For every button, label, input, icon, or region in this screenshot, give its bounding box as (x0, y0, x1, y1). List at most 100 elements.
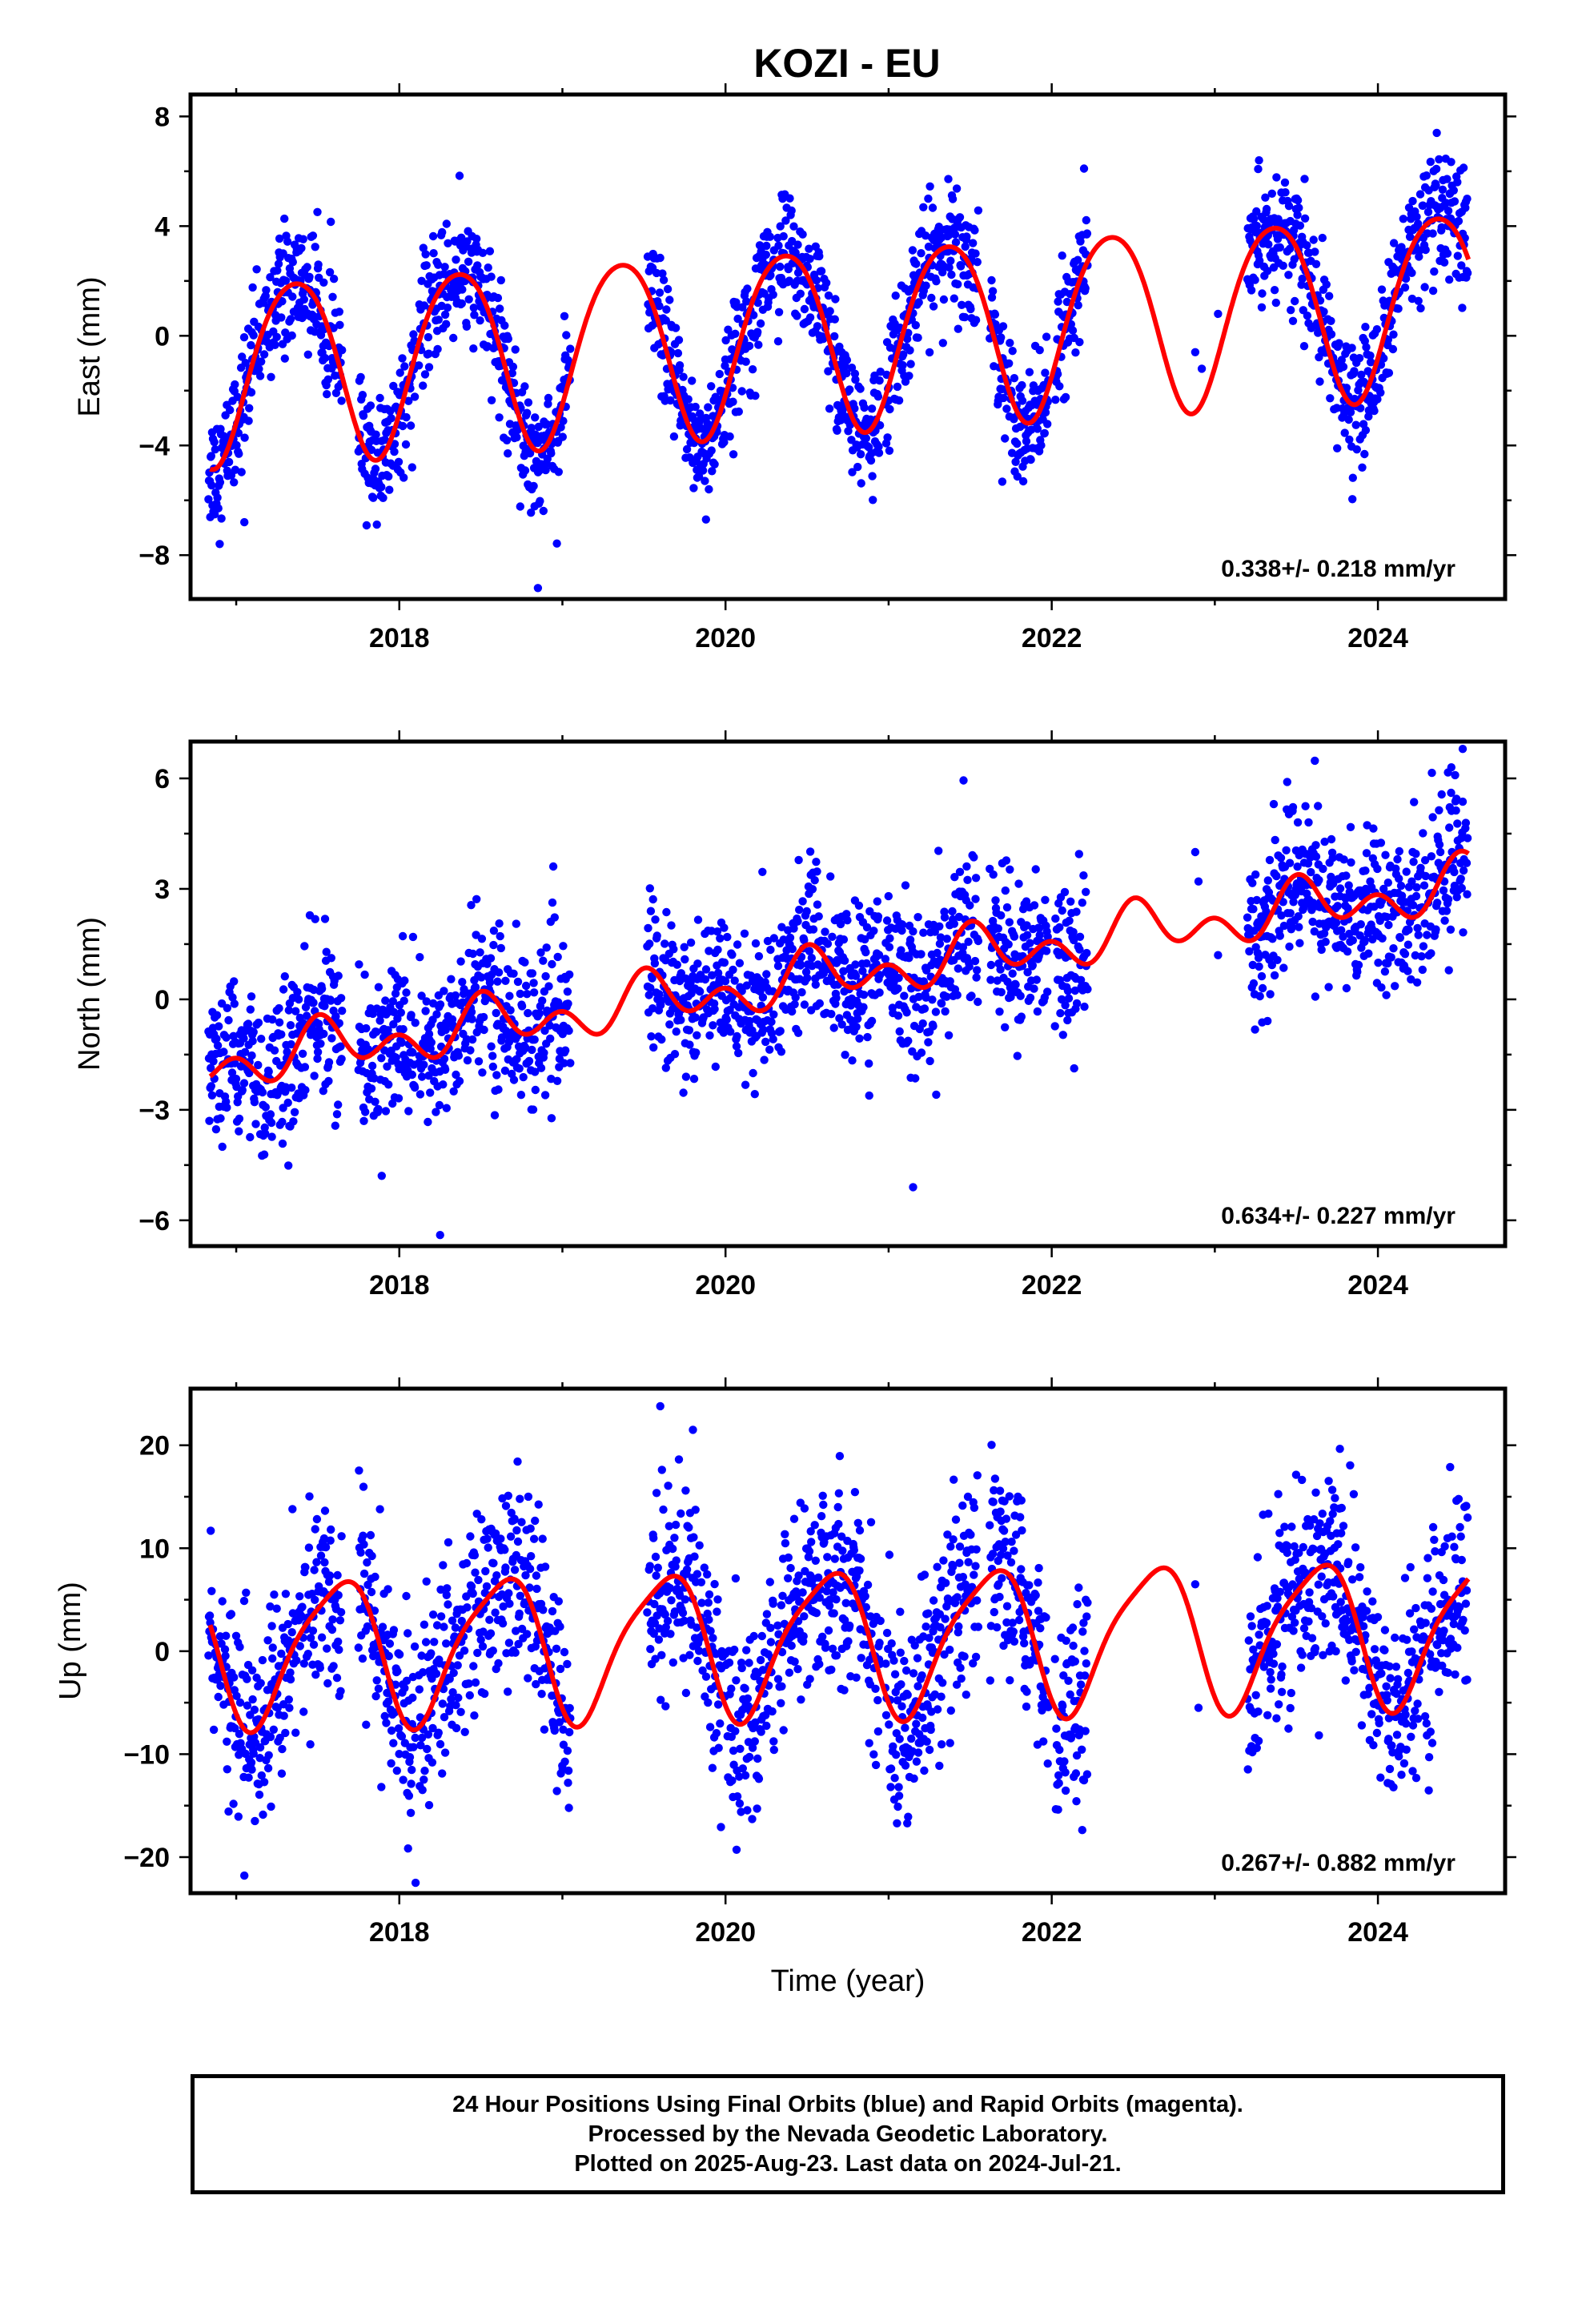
north-data-point (958, 943, 968, 951)
east-data-point (694, 472, 704, 481)
up-data-point (320, 1506, 330, 1515)
north-data-point (677, 1015, 685, 1024)
east-data-point (400, 473, 408, 482)
east-data-point (773, 337, 783, 346)
east-data-point (1327, 330, 1336, 339)
east-data-point (1042, 332, 1051, 341)
east-data-point (554, 468, 563, 476)
north-data-point (843, 1025, 853, 1035)
north-data-point (417, 991, 426, 1000)
north-data-point (301, 1086, 310, 1095)
north-data-point (331, 1011, 340, 1021)
east-data-point (1400, 283, 1410, 292)
east-data-point (873, 392, 883, 401)
up-data-point (454, 1693, 463, 1703)
north-data-point (467, 1007, 476, 1017)
north-data-point (1363, 821, 1371, 830)
north-data-point (513, 977, 523, 987)
up-data-point (295, 1642, 304, 1651)
up-data-point (525, 1564, 535, 1574)
north-data-point (1327, 872, 1335, 882)
east-data-point (762, 241, 771, 251)
north-data-point (559, 942, 568, 951)
up-data-point (404, 1629, 412, 1638)
north-data-point (1070, 1063, 1078, 1073)
up-data-point (652, 1571, 661, 1580)
north-data-point (1072, 907, 1081, 916)
north-data-point (407, 1011, 416, 1019)
north-data-point (1026, 993, 1035, 1003)
east-data-point (1261, 193, 1270, 202)
up-data-point (713, 1700, 723, 1709)
north-data-point (1194, 877, 1203, 886)
east-data-point (211, 445, 219, 454)
up-data-point (448, 1616, 457, 1625)
north-data-point (646, 983, 655, 992)
north-data-point (1311, 756, 1319, 766)
up-data-point (444, 1538, 453, 1547)
up-data-point (704, 1598, 713, 1607)
up-data-point (334, 1590, 343, 1600)
east-data-point (541, 465, 550, 475)
east-data-point (1432, 128, 1441, 138)
north-data-point (1403, 967, 1412, 975)
east-data-point (335, 320, 344, 329)
north-data-point (793, 1028, 803, 1038)
north-data-point (648, 974, 656, 983)
north-data-point (1463, 890, 1472, 899)
east-data-point (1454, 216, 1464, 226)
north-data-point (732, 1042, 741, 1051)
north-data-point (932, 1090, 941, 1100)
up-data-point (283, 1619, 292, 1629)
north-data-point (495, 919, 504, 928)
east-data-point (313, 207, 322, 216)
north-data-point (873, 897, 882, 906)
east-data-point (1366, 351, 1375, 360)
east-data-point (655, 288, 665, 297)
north-data-point (391, 989, 400, 998)
east-data-point (899, 350, 908, 359)
north-xtick-label: 2018 (369, 1270, 430, 1301)
east-data-point (946, 256, 955, 265)
east-data-point (675, 361, 685, 370)
north-data-point (1307, 867, 1315, 877)
east-data-point (857, 479, 865, 488)
north-data-point (954, 964, 963, 973)
east-data-point (961, 242, 970, 251)
up-data-point (420, 1767, 429, 1775)
north-ytick-label: −6 (139, 1206, 170, 1236)
east-data-point (1437, 223, 1446, 232)
north-data-point (404, 1107, 413, 1116)
north-data-point (740, 929, 749, 939)
north-data-point (692, 1048, 701, 1057)
east-data-point (805, 244, 813, 253)
east-data-point (1252, 221, 1262, 231)
north-data-point (327, 1034, 336, 1043)
north-data-point (793, 917, 802, 926)
east-data-point (1389, 239, 1399, 247)
up-data-point (669, 1544, 677, 1554)
up-data-point (457, 1616, 466, 1626)
north-data-point (686, 938, 696, 947)
up-data-point (703, 1570, 712, 1579)
up-data-point (407, 1779, 416, 1788)
up-data-point (706, 1626, 715, 1635)
up-data-point (382, 1719, 391, 1727)
up-data-point (377, 1783, 386, 1791)
east-data-point (508, 368, 516, 378)
up-data-point (531, 1516, 540, 1526)
north-data-point (993, 976, 1002, 985)
north-data-point (1066, 897, 1075, 907)
north-data-point (805, 847, 815, 856)
east-data-point (1370, 406, 1379, 416)
east-data-point (442, 320, 451, 328)
north-data-point (553, 952, 562, 962)
north-data-point (790, 999, 799, 1009)
east-data-point (390, 440, 400, 448)
up-data-point (452, 1723, 461, 1733)
north-data-point (1263, 876, 1273, 885)
east-data-point (487, 396, 496, 404)
up-data-point (470, 1550, 480, 1560)
up-data-point (383, 1585, 392, 1594)
north-data-point (223, 1003, 231, 1013)
